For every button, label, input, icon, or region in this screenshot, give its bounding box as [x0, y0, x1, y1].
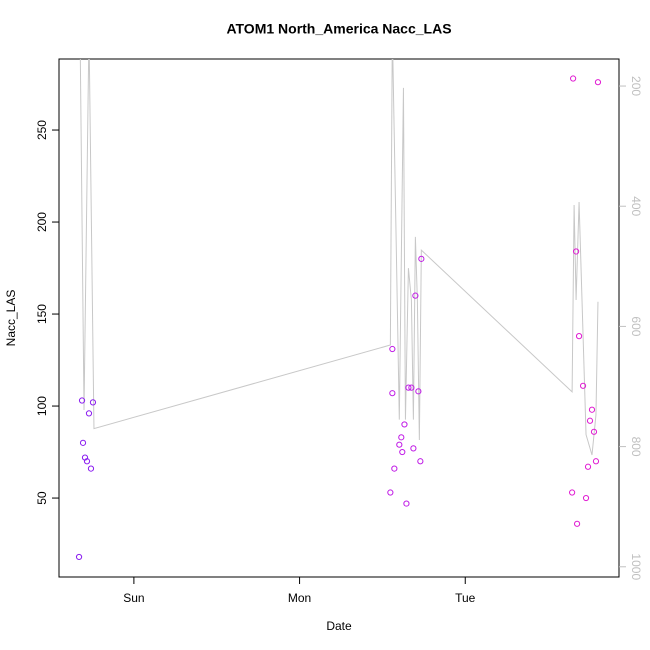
y-tick-label: 200: [35, 212, 49, 232]
point: [401, 421, 408, 428]
point: [78, 397, 86, 404]
x-tick-label: Mon: [288, 591, 311, 605]
y-tick-label: 50: [35, 491, 49, 505]
point: [579, 382, 587, 389]
point: [403, 500, 410, 507]
point: [572, 248, 580, 255]
x-tick-label: Sun: [123, 591, 144, 605]
x-tick-label: Tue: [455, 591, 476, 605]
point: [89, 399, 97, 406]
y2-tick-label: 400: [629, 196, 643, 216]
point: [396, 441, 403, 448]
chart-title: ATOM1 North_America Nacc_LAS: [226, 21, 451, 37]
point: [582, 494, 590, 502]
point: [405, 384, 412, 391]
y-tick-label: 150: [35, 304, 49, 324]
point: [415, 388, 422, 395]
point: [584, 463, 592, 470]
point: [387, 489, 394, 496]
y-axis-label: Nacc_LAS: [4, 290, 18, 347]
point: [590, 428, 598, 435]
point: [592, 458, 600, 465]
point: [410, 445, 417, 452]
point: [398, 434, 405, 441]
y2-tick-label: 600: [629, 316, 643, 336]
y-tick-label: 250: [35, 120, 49, 140]
plot-box: [58, 58, 620, 578]
point: [75, 553, 83, 561]
point: [408, 384, 415, 391]
point: [575, 333, 583, 340]
point: [85, 410, 93, 417]
point: [391, 465, 398, 472]
line: [79, 59, 599, 456]
point: [412, 292, 419, 299]
point: [389, 345, 396, 353]
point: [79, 439, 87, 446]
point: [573, 520, 581, 527]
point: [594, 79, 602, 86]
point: [570, 75, 577, 82]
y2-tick-label: 200: [629, 76, 643, 96]
plot-area: [75, 59, 602, 561]
point: [417, 458, 424, 465]
y2-tick-label: 1000: [629, 553, 643, 580]
point: [389, 390, 396, 397]
y2-tick-label: 800: [629, 437, 643, 457]
y-tick-label: 100: [35, 396, 49, 416]
point: [586, 417, 594, 424]
x-axis-label: Date: [326, 619, 352, 633]
point: [87, 465, 95, 472]
point: [588, 406, 596, 413]
point: [418, 255, 425, 262]
point: [83, 458, 91, 465]
point: [399, 448, 406, 456]
point: [569, 489, 576, 496]
